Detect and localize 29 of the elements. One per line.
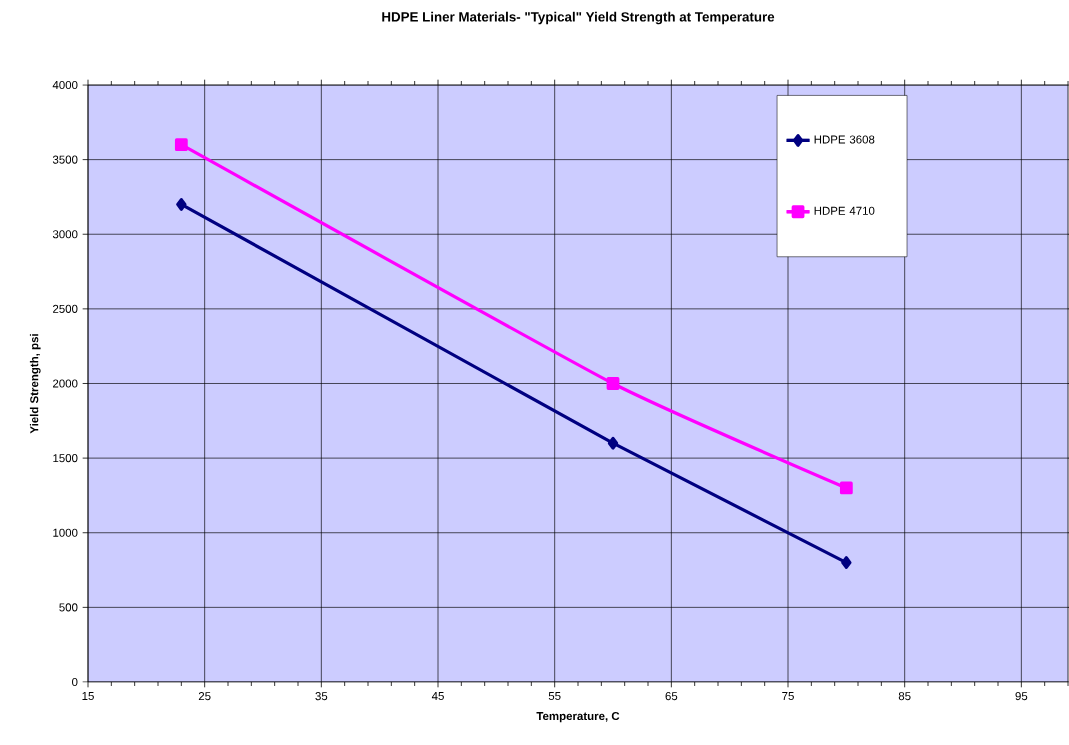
x-tick-label: 65 <box>665 692 678 701</box>
y-tick-label: 0 <box>72 677 78 687</box>
y-tick-label: 2500 <box>53 304 78 313</box>
legend-label: HDPE 4710 <box>814 206 875 215</box>
point <box>607 436 619 450</box>
y-axis-title: Yield Strength, psi <box>29 334 41 434</box>
x-tick-label: 25 <box>198 692 211 701</box>
chart-title: HDPE Liner Materials- "Typical" Yield Strength at Temperature <box>382 11 775 25</box>
y-tick-label: 500 <box>59 603 78 612</box>
y-tick-label: 3000 <box>52 230 78 239</box>
x-tick-label: 15 <box>82 692 94 701</box>
x-tick-label: 35 <box>315 692 328 701</box>
point <box>841 556 852 569</box>
x-tick-label: 85 <box>898 692 911 701</box>
point <box>176 198 187 211</box>
y-tick-label: 4000 <box>52 80 78 90</box>
y-tick-label: 3500 <box>52 155 78 164</box>
y-tick-label: 2000 <box>53 379 78 388</box>
y-tick-label: 1000 <box>53 528 78 537</box>
x-tick-label: 95 <box>1015 692 1028 701</box>
legend-label: HDPE 3608 <box>814 135 875 144</box>
point <box>174 138 188 152</box>
x-tick-label: 55 <box>548 692 561 701</box>
x-tick-label: 45 <box>431 692 444 701</box>
x-tick-label: 75 <box>782 692 794 701</box>
x-axis-title: Temperature, C <box>536 711 620 723</box>
point <box>606 377 620 390</box>
y-tick-label: 1500 <box>53 454 78 463</box>
point <box>839 481 853 495</box>
